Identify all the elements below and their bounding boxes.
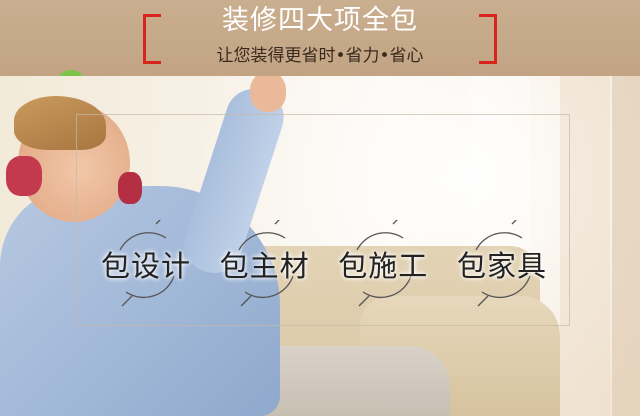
feature-item-design: 包设计: [90, 214, 202, 314]
feature-frame: [76, 114, 570, 326]
promo-header: 装修四大项全包 让您装得更省时•省力•省心: [0, 0, 640, 76]
feature-list: 包设计 包主材 包施工 包家具: [84, 214, 564, 314]
right-bracket-icon: [479, 14, 497, 64]
feature-item-furniture: 包家具: [446, 214, 558, 314]
promo-title: 装修四大项全包: [222, 5, 418, 36]
feature-label: 包家具: [456, 249, 547, 283]
boy-hand: [250, 76, 286, 112]
slashed-circle-icon: [475, 220, 531, 307]
boy-hair: [14, 96, 106, 150]
headphones-icon: [6, 156, 42, 196]
curtain: [560, 76, 610, 416]
feature-item-materials: 包主材: [209, 214, 321, 314]
slashed-circle-icon: [356, 220, 412, 307]
headphones-icon: [118, 172, 142, 204]
feature-label: 包主材: [219, 249, 310, 283]
promo-subtitle: 让您装得更省时•省力•省心: [216, 46, 424, 66]
feature-item-construction: 包施工: [327, 214, 439, 314]
hero-photo: [0, 76, 640, 416]
leaf-icon: [58, 70, 84, 80]
feature-label: 包设计: [100, 249, 191, 283]
left-bracket-icon: [143, 14, 161, 64]
feature-label: 包施工: [338, 249, 429, 283]
slashed-circle-icon: [238, 220, 294, 307]
slashed-circle-icon: [119, 220, 175, 307]
curtain: [612, 76, 640, 416]
